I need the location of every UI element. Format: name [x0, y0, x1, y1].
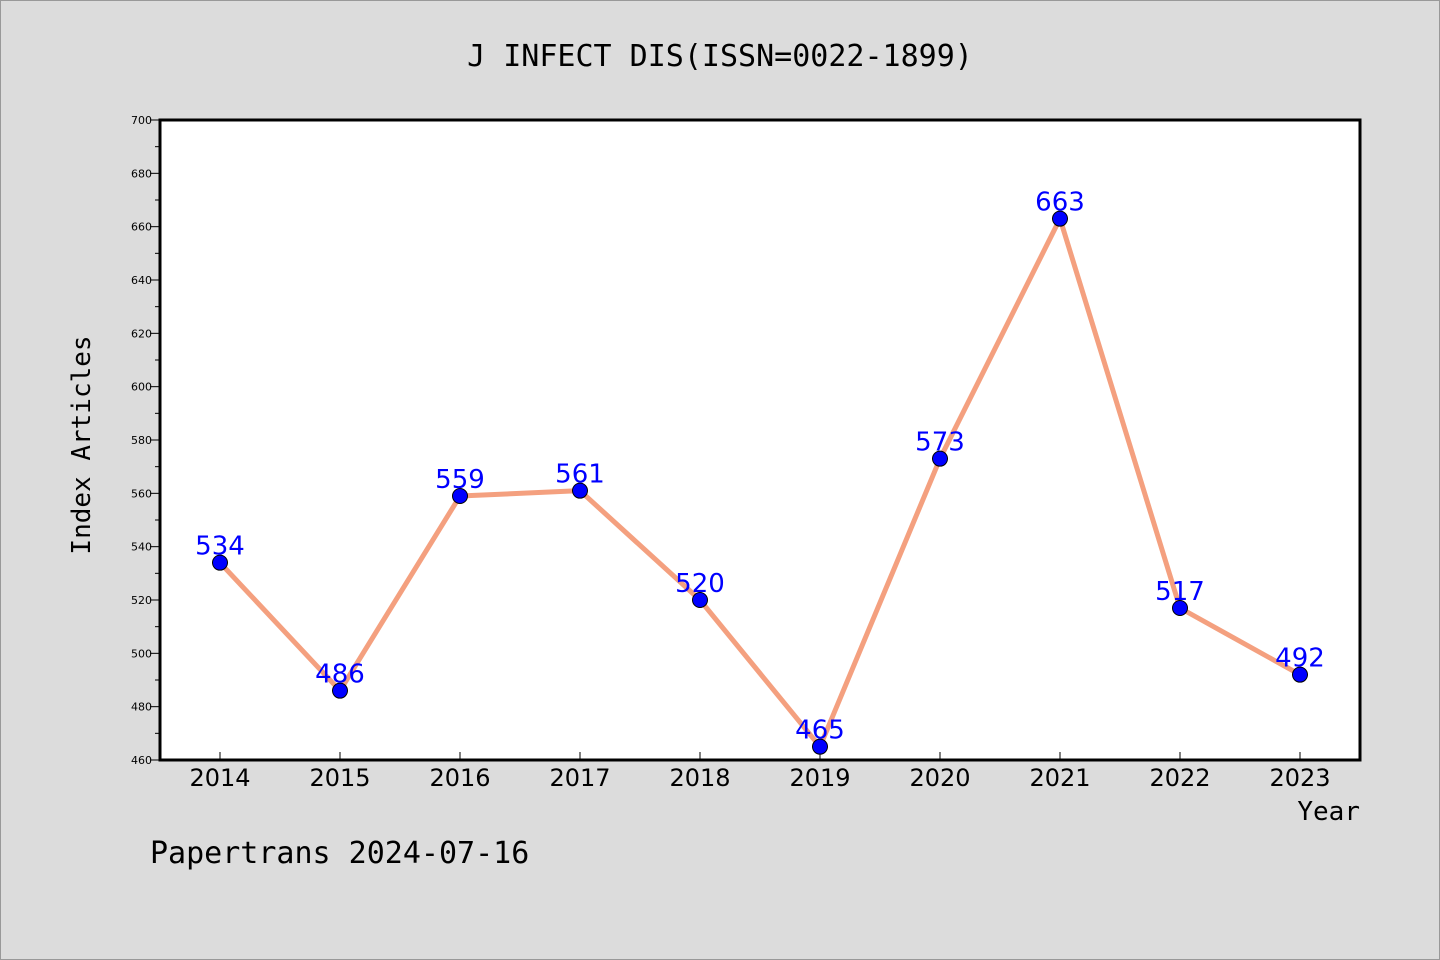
- y-tick-label: 640: [131, 274, 152, 287]
- data-points: [212, 210, 1308, 755]
- data-point: [212, 554, 228, 571]
- footer-text: Papertrans 2024-07-16: [150, 836, 529, 871]
- y-axis: 460 480 500 520 540 560 580 600 620 640 660 680 700: [131, 114, 160, 767]
- data-point: [692, 592, 708, 608]
- data-label: 492: [1275, 644, 1325, 674]
- data-point: [452, 488, 468, 504]
- y-tick-label: 580: [131, 434, 152, 447]
- data-label: 561: [555, 460, 605, 490]
- x-tick-label: 2023: [1269, 764, 1330, 792]
- chart-title: J INFECT DIS(ISSN=0022-1899): [467, 39, 973, 74]
- x-axis: 2014 2015 2016 2017 2018 2019 2020 2021 2022 2023: [189, 752, 1331, 792]
- y-tick-label: 600: [131, 381, 152, 394]
- plot-frame: [158, 118, 1362, 762]
- data-label: 534: [195, 532, 245, 562]
- data-label: 663: [1035, 188, 1085, 218]
- x-tick-label: 2019: [789, 764, 850, 792]
- x-tick-label: 2015: [309, 764, 370, 792]
- x-axis-title: Year: [1297, 797, 1360, 827]
- y-tick-label: 560: [131, 487, 152, 500]
- x-tick-label: 2020: [909, 764, 970, 792]
- data-point: [572, 482, 588, 499]
- data-label: 573: [915, 428, 965, 458]
- data-point: [332, 682, 348, 699]
- data-point: [1052, 210, 1068, 227]
- plot-area: [160, 120, 1360, 760]
- data-point: [1292, 666, 1308, 683]
- x-tick-label: 2016: [429, 764, 490, 792]
- y-tick-label: 500: [131, 647, 152, 660]
- data-label: 520: [675, 569, 725, 599]
- y-tick-label: 460: [131, 754, 152, 767]
- series-line: [217, 216, 1303, 750]
- data-point: [932, 450, 948, 467]
- data-label: 486: [315, 660, 365, 690]
- y-tick-label: 520: [131, 594, 152, 607]
- data-label: 517: [1155, 577, 1205, 607]
- y-tick-label: 680: [131, 167, 152, 180]
- data-point: [1172, 600, 1188, 616]
- x-tick-label: 2018: [669, 764, 730, 792]
- x-tick-label: 2017: [549, 764, 610, 792]
- data-labels: 534 486 559 561 520 465 573 663 517 492: [195, 188, 1325, 746]
- x-tick-label: 2022: [1149, 764, 1210, 792]
- y-tick-label: 480: [131, 701, 152, 714]
- y-axis-title: Index Articles: [67, 335, 97, 554]
- y-tick-label: 620: [131, 327, 152, 340]
- y-tick-label: 660: [131, 221, 152, 234]
- data-label: 465: [795, 716, 845, 746]
- y-tick-label: 540: [131, 541, 152, 554]
- x-tick-label: 2021: [1029, 764, 1090, 792]
- data-label: 559: [435, 465, 485, 495]
- x-tick-label: 2014: [189, 764, 250, 792]
- y-tick-label: 700: [131, 114, 152, 127]
- data-point: [812, 738, 828, 755]
